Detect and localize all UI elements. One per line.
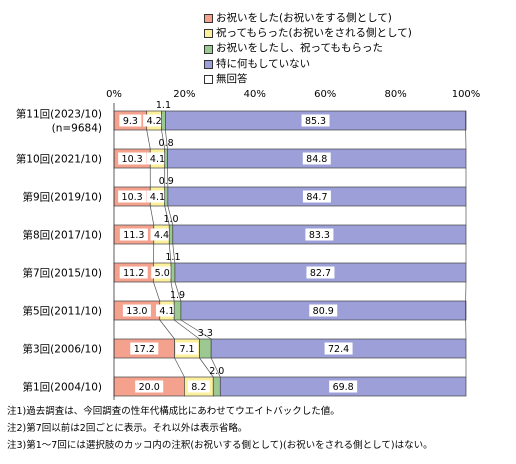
bar-segment [165,187,168,206]
data-label: 10.3 [122,154,143,165]
data-label: 11.3 [123,230,144,241]
chart-legend: お祝いをした(お祝いをする側として) 祝ってもらった(お祝いをされる側として) … [204,11,412,87]
category-label: 第1回(2004/10) [23,381,103,394]
legend-item: お祝いをした(お祝いをする側として) [204,11,412,26]
category-label: 第3回(2006/10) [23,343,103,356]
data-label: 1.1 [156,100,171,111]
bar-segment [171,263,175,282]
x-tick-label: 0% [106,89,122,100]
footnotes: 注1)過去調査は、今回調査の性年代構成比にあわせてウエイトバックした値。 注2)… [7,403,433,454]
data-label: 9.3 [123,116,138,127]
data-label: 72.4 [328,344,349,355]
data-label: 1.0 [163,214,178,225]
legend-swatch [204,60,213,69]
data-label: 4.1 [150,192,165,203]
legend-swatch [204,75,213,84]
series-connector-line [150,206,154,225]
legend-item: 無回答 [204,72,412,87]
legend-item: 特に何もしていない [204,57,412,72]
x-tick-label: 100% [452,89,481,100]
data-label: 5.0 [155,268,170,279]
footnote: 注1)過去調査は、今回調査の性年代構成比にあわせてウエイトバックした値。 [7,403,433,420]
data-label: 84.8 [306,154,327,165]
bar-segment [165,149,168,168]
data-label: 4.1 [150,154,165,165]
category-label: (n=9684) [52,123,102,135]
data-label: 85.3 [305,116,326,127]
category-label: 第5回(2011/10) [23,305,103,318]
legend-swatch [204,45,213,54]
category-label: 第7回(2015/10) [23,267,103,280]
bar-segment [200,339,212,358]
data-label: 84.7 [306,192,327,203]
category-label: 第10回(2021/10) [16,153,102,166]
data-label: 4.2 [147,116,162,127]
legend-item: お祝いをしたし、祝ってももらった [204,41,412,56]
legend-label: お祝いをした(お祝いをする側として) [216,11,392,26]
category-label: 第8回(2017/10) [23,229,103,242]
legend-swatch [204,14,213,23]
data-label: 0.8 [159,138,174,149]
data-label: 11.2 [123,268,144,279]
legend-swatch [204,29,213,38]
footnote: 注2)第7回以前は2回ごとに表示。それ以外は表示省略。 [7,420,433,437]
data-label: 20.0 [139,382,160,393]
data-label: 1.9 [170,290,185,301]
data-label: 10.3 [122,192,143,203]
data-label: 2.0 [209,366,224,377]
x-tick-label: 20% [173,89,195,100]
bar-segment [213,377,220,396]
data-label: 7.1 [179,344,194,355]
data-label: 4.1 [159,306,174,317]
data-label: 17.2 [134,344,155,355]
data-label: 83.3 [309,230,330,241]
legend-item: 祝ってもらった(お祝いをされる側として) [204,26,412,41]
category-label: 第11回(2023/10) [16,108,102,121]
data-label: 13.0 [126,306,147,317]
data-label: 80.9 [313,306,334,317]
series-connector-line [160,320,175,339]
bar-segment [162,111,166,130]
footnote: 注3)第1～7回には選択肢のカッコ内の注釈(お祝いする側として)(お祝いをされる… [7,437,433,454]
legend-label: 無回答 [216,72,248,87]
legend-label: 特に何もしていない [216,57,310,72]
data-label: 82.7 [310,268,331,279]
data-label: 3.3 [198,328,213,339]
bar-segment [174,301,181,320]
category-label: 第9回(2019/10) [23,191,103,204]
series-connector-line [147,130,151,149]
data-label: 69.8 [333,382,354,393]
data-label: 1.1 [165,252,180,263]
series-connector-line [153,282,159,301]
x-tick-label: 60% [314,89,336,100]
bar-segment [169,225,173,244]
x-tick-label: 40% [244,89,266,100]
series-connector-line [175,358,185,377]
data-label: 4.4 [154,230,169,241]
legend-label: お祝いをしたし、祝ってももらった [216,41,383,56]
data-label: 0.9 [159,176,174,187]
data-label: 8.2 [191,382,206,393]
x-tick-label: 80% [384,89,406,100]
legend-label: 祝ってもらった(お祝いをされる側として) [216,26,412,41]
